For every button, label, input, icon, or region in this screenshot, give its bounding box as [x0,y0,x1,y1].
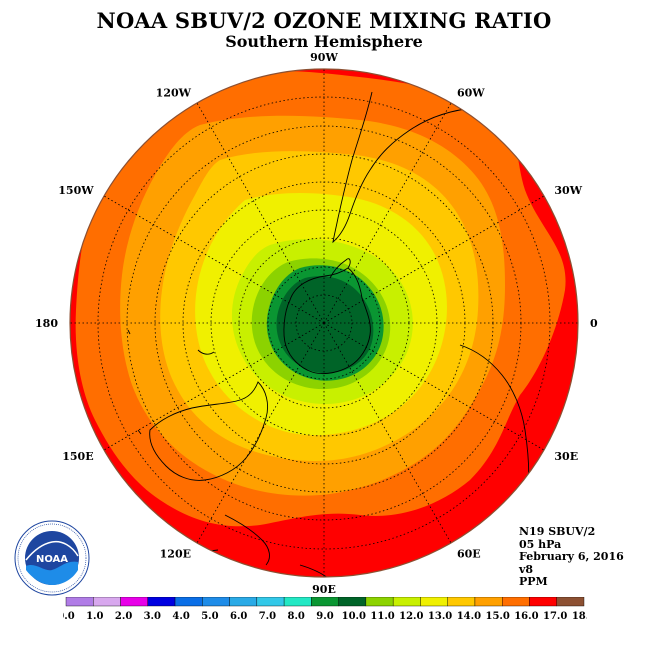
antarctic-peninsula [329,258,351,279]
colorbar-swatch [474,597,503,607]
ozone-contour-field [70,69,578,577]
australia-coast [149,381,269,481]
colorbar-labels: 0.0 1.0 2.0 3.0 4.0 5.0 6.0 7.0 8.0 9.0 10.0 11.0 12… [63,611,587,622]
colorbar-label: 8.0 [287,611,304,622]
colorbar-label: 10.0 [342,611,366,622]
colorbar-label: 11.0 [370,611,394,622]
colorbar-swatch [420,597,448,607]
colorbar-label: 16.0 [514,611,538,622]
longitude-labels: 0 30E 60E 90E 120E 150E 180 150W 120W 90W 60W 30W [35,51,598,596]
logo-text: NOAA [36,554,68,565]
colorbar-swatch [392,597,421,607]
longitude-label: 60E [457,547,481,560]
colorbar-label: 4.0 [172,611,189,622]
info-block: N19 SBUV/2 05 hPa February 6, 2016 v8 PP… [519,525,624,589]
colorbar-label: 13.0 [428,611,452,622]
colorbar-swatch [229,597,258,607]
antarctica-coast [283,267,371,375]
longitude-label: 150W [58,184,94,197]
colorbar-swatches [65,597,585,607]
longitude-label: 30W [554,184,582,197]
colorbar-swatch [120,597,148,607]
colorbar: 0.0 1.0 2.0 3.0 4.0 5.0 6.0 7.0 8.0 9.0 10.0 11.0 12… [63,597,587,622]
colorbar-label: 9.0 [316,611,333,622]
colorbar-swatch [147,597,176,607]
colorbar-label: 0.0 [63,611,75,622]
contour-9-10 [276,276,374,374]
south-america-coast [332,91,506,244]
colorbar-swatch [65,597,94,607]
units-label: PPM [519,575,548,588]
pressure-label: 05 hPa [519,537,562,551]
colorbar-swatch [311,597,339,607]
colorbar-swatch [502,597,530,607]
colorbar-label: 18.0 [572,611,587,622]
colorbar-swatch [338,597,367,607]
colorbar-swatch [93,597,121,607]
colorbar-swatch [365,597,394,607]
colorbar-label: 14.0 [457,611,481,622]
colorbar-swatch [556,597,585,607]
map-border [69,68,579,578]
longitude-label: 60W [457,87,485,100]
page-subtitle: Southern Hemisphere [225,32,423,51]
colorbar-label: 15.0 [486,611,510,622]
longitude-label: 0 [590,317,598,330]
longitude-label: 30E [554,450,578,463]
longitude-label: 120E [160,547,191,560]
colorbar-label: 7.0 [259,611,276,622]
longitude-label: 150E [62,450,93,463]
colorbar-label: 6.0 [230,611,247,622]
satellite-label: N19 SBUV/2 [519,525,596,538]
colorbar-swatch [256,597,285,607]
longitude-label: 90E [312,583,336,596]
colorbar-swatch [283,597,312,607]
colorbar-swatch [202,597,230,607]
longitude-label: 120W [156,87,192,100]
colorbar-label: 5.0 [201,611,218,622]
page-title: NOAA SBUV/2 OZONE MIXING RATIO [96,8,552,33]
colorbar-label: 17.0 [543,611,567,622]
version-label: v8 [519,562,534,576]
colorbar-swatch [447,597,476,607]
noaa-logo-icon: NOAA [14,520,90,596]
colorbar-label: 12.0 [399,611,423,622]
date-label: February 6, 2016 [519,550,624,563]
colorbar-swatch [174,597,203,607]
new-zealand-coast [224,514,270,566]
longitude-label: 180 [35,317,58,330]
colorbar-label: 1.0 [86,611,103,622]
colorbar-swatch [529,597,557,607]
colorbar-label: 2.0 [115,611,132,622]
longitude-label: 90W [310,51,338,64]
colorbar-label: 3.0 [144,611,161,622]
